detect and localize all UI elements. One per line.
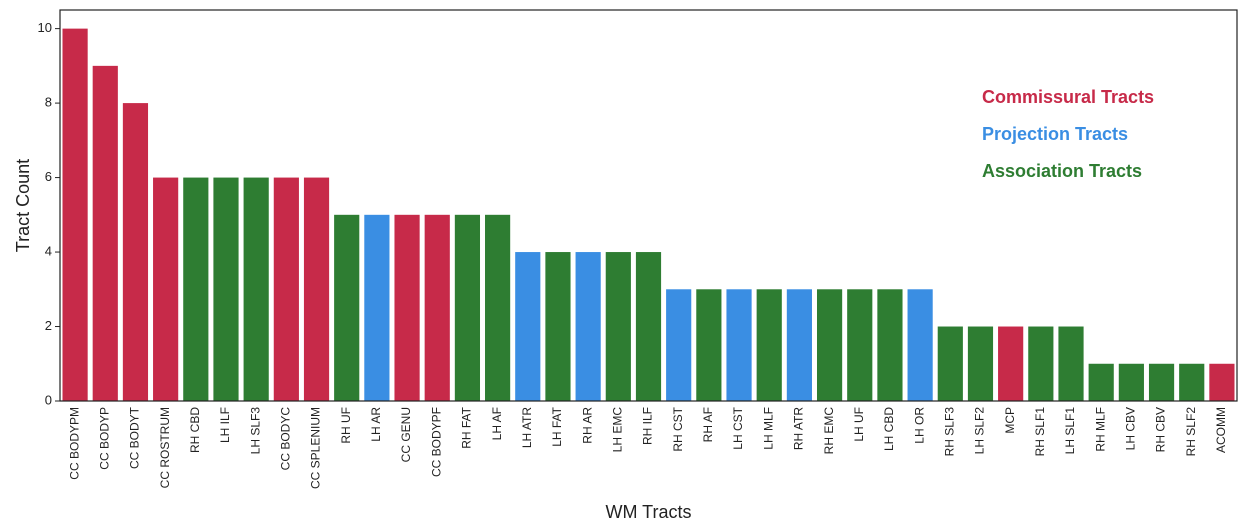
bar-rh-ilf	[635, 252, 662, 401]
x-tick-label: LH ATR	[520, 407, 534, 448]
x-tick-label: RH CBV	[1154, 407, 1168, 452]
bar-mcp	[998, 326, 1024, 401]
x-tick-label: LH AF	[490, 407, 504, 440]
x-tick-label: RH ATR	[792, 407, 806, 450]
x-tick-label: LH OR	[912, 407, 926, 444]
x-tick-label: CC ROSTRUM	[158, 407, 172, 488]
y-tick-label: 2	[45, 318, 52, 333]
bar-lh-cst	[726, 289, 752, 401]
bar-rh-atr	[786, 289, 812, 401]
bar-lh-ilf	[213, 177, 239, 401]
bar-cc-bodypf	[424, 214, 450, 401]
y-tick-label: 6	[45, 169, 52, 184]
bar-lh-fat	[545, 252, 571, 401]
x-tick-label: LH CST	[731, 406, 745, 449]
y-axis-label: Tract Count	[13, 159, 33, 252]
bar-lh-atr	[515, 252, 541, 401]
bar-lh-af	[485, 214, 511, 401]
bar-cc-genu	[394, 214, 420, 401]
x-tick-label: RH UF	[339, 407, 353, 444]
y-ticks: 0 2 4 6 8 10	[38, 20, 60, 407]
legend: Commissural Tracts Projection Tracts Assoc…	[982, 87, 1154, 181]
x-tick-label: LH FAT	[550, 406, 564, 446]
bar-cc-bodyc	[273, 177, 299, 401]
bar-cc-bodypm	[62, 28, 88, 402]
bar-rh-slf2	[1179, 363, 1205, 401]
x-tick-label: RH MLF	[1093, 407, 1107, 452]
x-tick-label: RH EMC	[822, 407, 836, 455]
bar-lh-mlf	[756, 289, 782, 401]
y-tick-label: 8	[45, 95, 52, 110]
x-tick-label: LH SLF2	[973, 407, 987, 455]
bar-lh-emc	[605, 252, 631, 401]
bar-rh-emc	[816, 289, 843, 401]
bar-rh-af	[696, 289, 722, 401]
x-tick-label: LH UF	[852, 407, 866, 442]
x-tick-label: RH ILF	[641, 407, 655, 445]
legend-entry-projection: Projection Tracts	[982, 124, 1128, 144]
bar-rh-cbd	[183, 177, 209, 401]
x-tick-label: CC BODYP	[97, 407, 111, 470]
x-tick-label: RH CBD	[188, 407, 202, 453]
x-tick-label: RH CST	[671, 406, 685, 451]
bar-lh-uf	[847, 289, 873, 401]
x-axis-label: WM Tracts	[606, 502, 692, 522]
bars-layer	[62, 28, 1235, 402]
x-tick-label: CC BODYC	[279, 407, 293, 471]
plot-frame	[59, 9, 1238, 402]
bar-lh-slf2	[967, 326, 994, 401]
bar-cc-splenium	[303, 177, 330, 401]
bar-lh-slf1	[1058, 326, 1084, 401]
bar-cc-rostrum	[153, 177, 179, 401]
x-tick-label: LH AR	[369, 407, 383, 442]
bar-rh-fat	[454, 214, 481, 401]
x-tick-label: RH AR	[580, 407, 594, 444]
bar-rh-uf	[334, 214, 360, 401]
x-tick-label: ACOMM	[1214, 407, 1228, 453]
bar-rh-slf3	[937, 326, 963, 401]
x-tick-label: CC BODYPF	[429, 407, 443, 477]
x-tick-label: RH AF	[701, 407, 715, 442]
bar-lh-ar	[364, 214, 390, 401]
x-tick-label: LH CBD	[882, 407, 896, 451]
x-tick-label: LH SLF1	[1063, 407, 1077, 455]
bar-lh-slf3	[243, 177, 269, 401]
bar-rh-slf1	[1028, 326, 1054, 401]
legend-entry-commissural: Commissural Tracts	[982, 87, 1154, 107]
bar-cc-bodyt	[122, 103, 149, 401]
bar-lh-cbd	[877, 289, 903, 401]
x-tick-label: LH MLF	[761, 407, 775, 450]
x-tick-label: RH SLF3	[942, 407, 956, 457]
bar-lh-cbv	[1118, 363, 1144, 401]
x-tick-label: LH SLF3	[248, 407, 262, 455]
y-tick-label: 0	[45, 392, 52, 407]
x-tick-label: MCP	[1003, 407, 1017, 434]
x-tick-label: RH FAT	[460, 406, 474, 448]
bar-rh-mlf	[1088, 363, 1114, 401]
x-tick-label: LH EMC	[610, 407, 624, 453]
x-tick-label: RH SLF1	[1033, 407, 1047, 457]
x-tick-label: LH CBV	[1124, 407, 1138, 450]
y-tick-label: 10	[38, 20, 52, 35]
bar-rh-cst	[666, 289, 692, 401]
bar-rh-ar	[575, 252, 601, 401]
bar-lh-or	[907, 289, 933, 401]
x-tick-label: CC BODYPM	[67, 407, 81, 480]
x-tick-label: LH ILF	[218, 407, 232, 443]
x-tick-label: RH SLF2	[1184, 407, 1198, 457]
x-tick-labels: CC BODYPM CC BODYP CC BODYT CC ROSTRUM RH CB…	[67, 406, 1228, 489]
bar-cc-bodyp	[92, 65, 118, 402]
x-tick-label: CC BODYT	[128, 406, 142, 469]
y-tick-label: 4	[45, 243, 52, 258]
bar-rh-cbv	[1148, 363, 1175, 401]
legend-entry-association: Association Tracts	[982, 161, 1142, 181]
bar-acomm	[1209, 363, 1235, 401]
x-tick-label: CC GENU	[399, 407, 413, 462]
x-tick-label: CC SPLENIUM	[309, 407, 323, 489]
